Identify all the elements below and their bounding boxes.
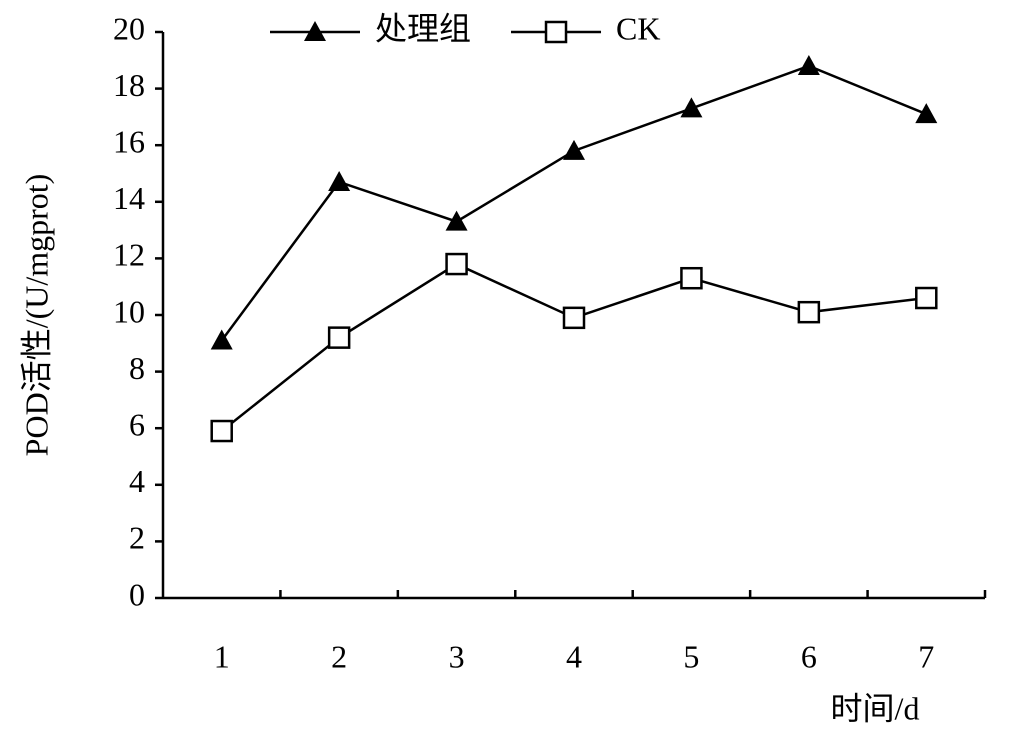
legend-label: CK <box>616 10 660 46</box>
x-axis-title: 时间/d <box>831 690 920 726</box>
x-tick-label: 2 <box>331 638 347 674</box>
y-tick-label: 0 <box>129 576 145 612</box>
point-marker <box>445 210 468 231</box>
y-tick-label: 10 <box>113 293 145 329</box>
point-marker <box>328 170 351 191</box>
legend-marker <box>544 20 568 44</box>
x-tick-label: 6 <box>801 638 817 674</box>
y-tick-label: 18 <box>113 67 145 103</box>
point-marker <box>797 300 821 324</box>
y-tick-label: 20 <box>113 10 145 46</box>
legend-marker <box>304 21 326 41</box>
point-marker <box>210 329 233 350</box>
y-tick-label: 14 <box>113 180 145 216</box>
y-tick-label: 16 <box>113 124 145 160</box>
point-marker <box>210 419 233 443</box>
point-marker <box>445 252 468 276</box>
point-marker <box>797 54 820 75</box>
series-line <box>220 262 927 433</box>
series-line <box>220 64 927 342</box>
point-marker <box>915 286 938 310</box>
y-axis-title: POD活性/(U/mgprot) <box>18 174 54 457</box>
x-tick-label: 3 <box>449 638 465 674</box>
point-marker <box>562 306 586 330</box>
y-tick-label: 4 <box>129 463 145 499</box>
y-tick-label: 2 <box>129 520 145 556</box>
x-tick-label: 1 <box>214 638 230 674</box>
y-tick-label: 8 <box>129 350 145 386</box>
point-marker <box>327 326 351 349</box>
x-tick-label: 5 <box>683 638 699 674</box>
x-tick-label: 7 <box>918 638 934 674</box>
legend-label: 处理组 <box>375 10 471 46</box>
point-marker <box>563 139 585 160</box>
point-marker <box>915 103 938 124</box>
y-tick-label: 6 <box>129 407 145 443</box>
point-marker <box>680 266 703 290</box>
y-tick-label: 12 <box>113 237 145 273</box>
x-tick-label: 4 <box>566 638 582 674</box>
point-marker <box>680 97 703 118</box>
